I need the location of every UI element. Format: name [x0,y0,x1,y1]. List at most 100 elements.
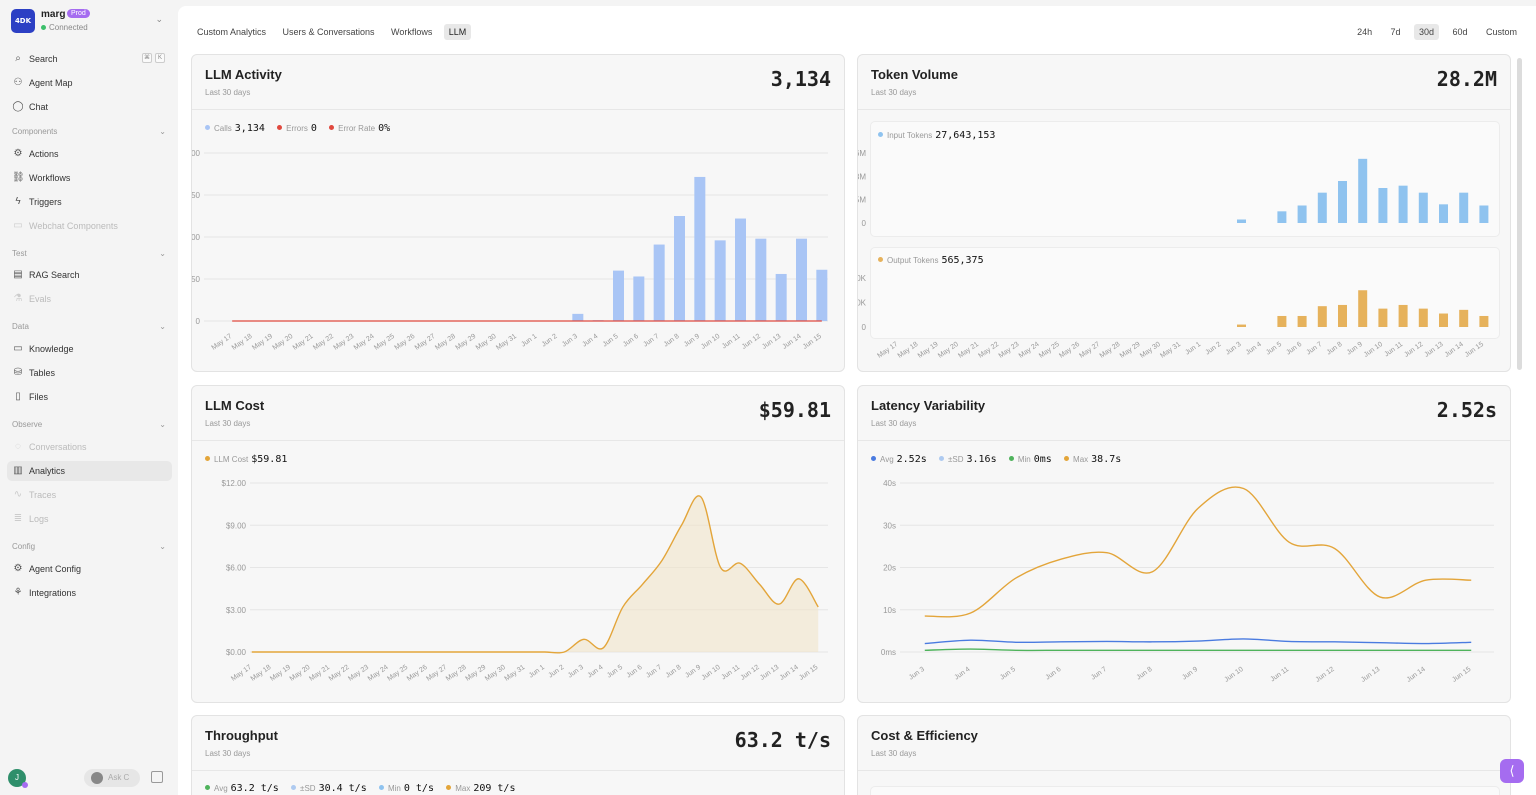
chat-icon: ◯ [12,101,24,112]
chevron-down-icon: ⌄ [155,14,163,24]
section-data[interactable]: Data ⌄ [12,322,166,331]
sidebar-item-analytics[interactable]: ▥ Analytics [7,461,172,481]
sidebar-item-conversations[interactable]: ◌ Conversations [7,437,172,457]
card-total: 3,134 [770,67,831,91]
y-tick-label: 0 [862,323,867,332]
logs-icon: ≣ [13,513,23,524]
sidebar-item-knowledge[interactable]: ▭ Knowledge [7,339,172,359]
search-icon: ⌕ [15,53,21,64]
tab-workflows[interactable]: Workflows [390,27,433,37]
card-subtitle: Last 30 days [871,749,917,758]
bar [816,269,828,321]
bar [1358,290,1368,327]
card-total: 28.2M [1436,67,1497,91]
sidebar-item-label: Files [29,392,49,402]
collapse-sidebar-icon[interactable] [151,771,163,783]
sidebar-item-workflows[interactable]: ⛓ Workflows [7,168,172,188]
bar [1317,306,1327,327]
series-line-avg [924,638,1472,645]
legend-dot [878,257,883,262]
x-tick-label: Jun 4 [1245,341,1263,357]
sidebar-item-label: Conversations [29,442,87,452]
sidebar-item-evals[interactable]: ⚗ Evals [7,289,172,309]
x-tick-label: May 24 [1018,341,1041,360]
y-tick-label: 20K [858,274,867,283]
legend-value: 30.4 t/s [318,783,367,794]
tab-users-conversations[interactable]: Users & Conversations [282,27,375,37]
shortcut-key: ⌘ [142,53,152,63]
sidebar-item-label: Analytics [29,466,66,476]
workspace-switcher[interactable]: 4DK marg Prod Connected ⌄ [11,8,171,36]
x-tick-label: May 21 [308,664,331,683]
x-tick-label: Jun 2 [547,664,565,680]
x-tick-label: May 27 [425,664,448,683]
share-button[interactable]: ⟨ [1500,759,1524,783]
section-label: Test [12,249,27,258]
x-tick-label: Jun 5 [999,666,1017,682]
x-tick-label: Jun 11 [720,664,741,682]
scrollbar[interactable] [1517,58,1522,370]
sidebar-item-chat[interactable]: ◯ Chat [7,97,172,117]
x-tick-label: Jun 3 [561,333,579,349]
x-tick-label: Jun 1 [1184,341,1202,357]
presence-dot [22,782,28,788]
legend-value: 565,375 [941,255,984,266]
range-24h[interactable]: 24h [1357,27,1373,37]
section-test[interactable]: Test ⌄ [12,249,166,258]
card-subtitle: Last 30 days [871,88,917,97]
input-tokens-panel [870,121,1500,237]
bar [1418,192,1428,223]
chart-legend: Calls 3,134 Errors 0 Error Rate 0% [205,123,400,134]
bar [1277,315,1287,327]
sidebar-item-integrations[interactable]: ⚘ Integrations [7,583,172,603]
section-observe[interactable]: Observe ⌄ [12,420,166,429]
bar [1439,313,1448,327]
sidebar-item-triggers[interactable]: ϟ Triggers [7,192,172,212]
sidebar-item-tables[interactable]: ⛁ Tables [7,363,172,383]
throughput-card: Throughput Last 30 days 63.2 t/s Avg 63.2… [191,715,845,795]
sidebar-item-files[interactable]: ▯ Files [7,387,172,407]
x-tick-label: Jun 12 [1315,666,1336,684]
section-label: Config [12,542,36,551]
ask-button[interactable]: Ask C [84,769,140,787]
file-icon: ▯ [15,391,21,402]
legend-value: 209 t/s [473,783,516,794]
x-tick-label: May 25 [386,664,409,683]
x-tick-label: Jun 6 [622,333,640,349]
legend-dot [277,125,283,130]
bar [1297,205,1307,223]
legend-value: 27,643,153 [935,130,996,141]
divider [858,440,1510,441]
range-7d[interactable]: 7d [1390,27,1401,37]
env-badge: Prod [67,9,90,18]
x-tick-label: Jun 10 [700,664,721,682]
y-tick-label: 3M [858,172,866,181]
sidebar-item-rag-search[interactable]: ▤ RAG Search [7,265,172,285]
tab-llm[interactable]: LLM [443,24,472,40]
main-panel: Custom Analytics Users & Conversations W… [178,6,1536,795]
x-tick-label: May 18 [231,333,254,352]
sidebar-item-agent-map[interactable]: ⚇ Agent Map [7,73,172,93]
sidebar-item-traces[interactable]: ∿ Traces [7,485,172,505]
x-tick-label: Jun 5 [602,333,620,349]
avatar[interactable]: J [8,769,26,787]
x-tick-label: Jun 2 [1204,341,1222,357]
sidebar-item-actions[interactable]: ⚙ Actions [7,144,172,164]
x-tick-label: Jun 7 [642,333,660,349]
sidebar-item-webchat[interactable]: ▭ Webchat Components [7,216,172,236]
tab-custom-analytics[interactable]: Custom Analytics [197,27,267,37]
sidebar-item-agent-config[interactable]: ⚙ Agent Config [7,559,172,579]
sidebar-item-search[interactable]: ⌕ Search ⌘ K [7,49,172,69]
card-total: $59.81 [758,398,831,422]
bar [755,238,767,321]
sidebar-item-logs[interactable]: ≣ Logs [7,509,172,529]
bar [633,276,645,321]
range-custom[interactable]: Custom [1485,27,1517,37]
range-30d[interactable]: 30d [1414,24,1440,40]
range-60d[interactable]: 60d [1452,27,1468,37]
section-components[interactable]: Components ⌄ [12,127,166,136]
section-config[interactable]: Config ⌄ [12,542,166,551]
x-tick-label: Jun 9 [684,664,702,680]
x-tick-label: May 24 [367,664,390,683]
